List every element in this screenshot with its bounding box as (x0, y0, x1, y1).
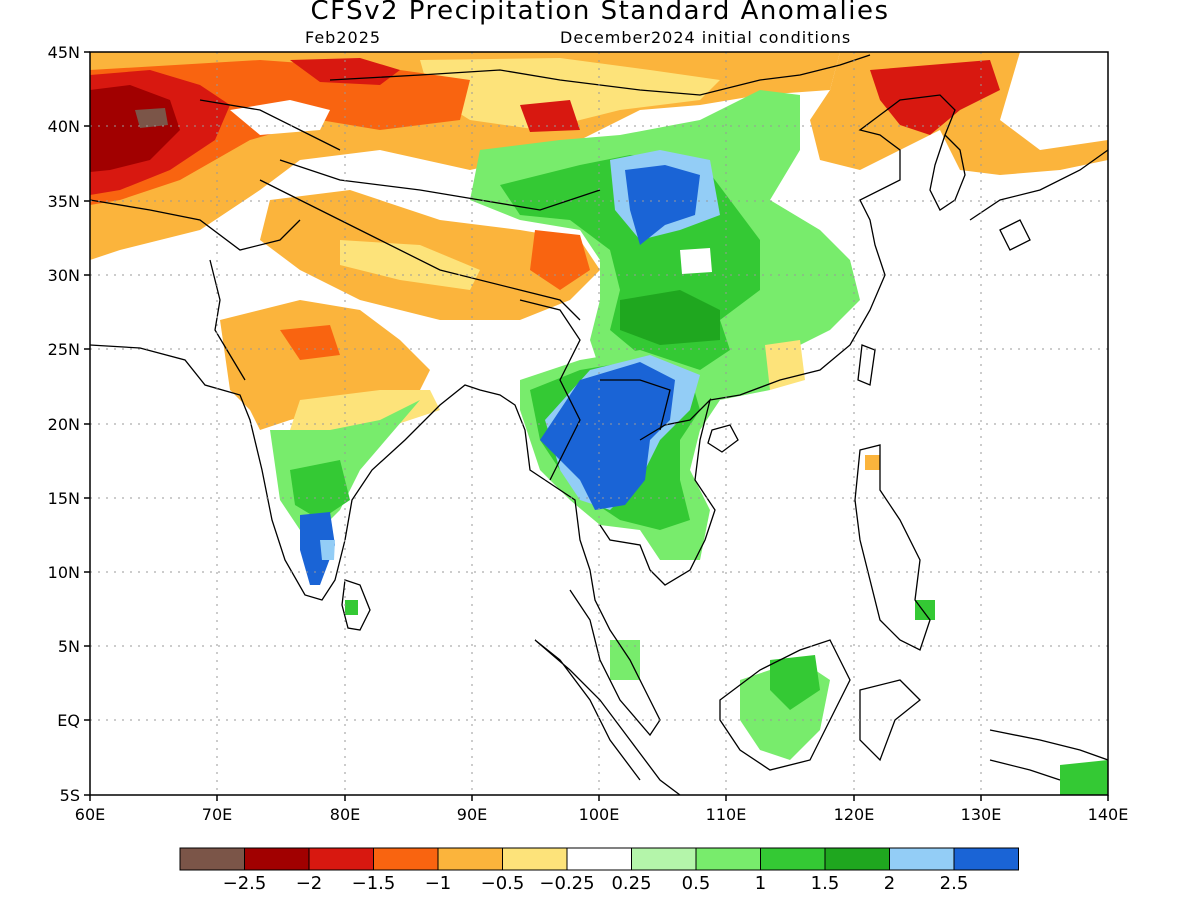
border-myanmar (519, 299, 671, 481)
coastlines (90, 54, 1108, 795)
lat-label: 30N (48, 266, 80, 285)
colorbar-swatch (824, 847, 890, 871)
anomaly-region-blue-sichuan (625, 165, 700, 245)
lat-label: EQ (57, 711, 80, 730)
border-tibet-north (279, 159, 601, 211)
coastline-india (90, 344, 546, 601)
latitude-labels: 45N 40N 35N 30N 25N 20N 15N 10N 5N EQ 5S (48, 43, 80, 805)
colorbar-label: −2 (296, 873, 323, 894)
lon-label: 70E (202, 805, 232, 824)
lat-label: 25N (48, 340, 80, 359)
coastline-sri-lanka (341, 579, 371, 631)
border-mongolia (329, 54, 871, 96)
coastline-japan (969, 149, 1108, 251)
anomaly-region-yellow-north (420, 58, 720, 130)
coastline-taiwan (857, 344, 876, 386)
anomaly-region-red-gobi (520, 100, 580, 132)
colorbar-labels: −2.5 −2 −1.5 −1 −0.5 −0.25 0.25 0.5 1 1.5 2 2.5 (223, 873, 969, 894)
coastline-vietnam (599, 397, 716, 586)
colorbar-label: 0.5 (682, 873, 711, 894)
longitude-labels: 60E 70E 80E 90E 100E 110E 120E 130E 140E (75, 805, 1129, 824)
anomaly-region-green-png (1060, 760, 1108, 795)
lat-label: 35N (48, 192, 80, 211)
colorbar-swatch (373, 847, 439, 871)
anomaly-region-white-central-china (680, 248, 712, 274)
anomaly-region-blue-south-india (300, 512, 335, 585)
coastline-borneo (719, 639, 851, 771)
coastline-indochina (544, 479, 661, 737)
anomaly-region-brown-central-asia (135, 108, 168, 128)
lat-label: 5N (58, 637, 80, 656)
lon-label: 140E (1088, 805, 1129, 824)
anomaly-region-red-india (280, 325, 340, 360)
colorbar-label: −2.5 (223, 873, 267, 894)
colorbar-label: 1 (755, 873, 766, 894)
tick-marks (84, 51, 1109, 801)
coastline-sulawesi (859, 679, 921, 762)
colorbar-label: 0.25 (611, 873, 651, 894)
coastline-new-guinea (989, 729, 1108, 781)
map-title: CFSv2 Precipitation Standard Anomalies (310, 0, 890, 26)
coastline-philippines (854, 444, 931, 651)
colorbar-label: −1.5 (352, 873, 396, 894)
coastline-hainan (707, 424, 739, 453)
anomaly-region-yellow-himalaya (340, 240, 480, 290)
colorbar-label: −0.5 (481, 873, 525, 894)
lat-label: 45N (48, 43, 80, 62)
lon-label: 90E (457, 805, 487, 824)
anomaly-region-midgreen-south-india (290, 460, 350, 520)
colorbar-swatch (889, 847, 955, 871)
colorbar-label: 2.5 (940, 873, 969, 894)
colorbar-swatch (502, 847, 568, 871)
lon-label: 60E (75, 805, 105, 824)
lon-label: 80E (330, 805, 360, 824)
colorbar-swatch (308, 847, 374, 871)
colorbar-swatch (631, 847, 697, 871)
border-central-asia (90, 99, 341, 251)
coastline-china (709, 94, 956, 401)
lat-label: 40N (48, 117, 80, 136)
colorbar-swatch (566, 847, 632, 871)
colorbar-swatch (179, 847, 245, 871)
anomaly-region-yellow-india (290, 390, 440, 440)
lon-label: 100E (579, 805, 620, 824)
anomaly-region-green-malaysia (610, 640, 640, 680)
colorbar-swatch (437, 847, 503, 871)
initial-conditions: December2024 initial conditions (560, 28, 852, 47)
colorbar-swatch (760, 847, 826, 871)
anomaly-region-darkred-central-asia (90, 85, 180, 172)
lat-label: 20N (48, 415, 80, 434)
anomaly-region-blue-indochina (540, 362, 675, 510)
colorbar-swatch (695, 847, 761, 871)
anomaly-region-green-mindanao (915, 600, 935, 620)
colorbar-label: 2 (884, 873, 895, 894)
lon-label: 130E (961, 805, 1002, 824)
coastline-korea (929, 133, 966, 211)
anomaly-region-red-tibet (530, 230, 590, 290)
lon-label: 120E (834, 805, 875, 824)
lat-label: 15N (48, 489, 80, 508)
anomaly-region-midgreen-borneo (770, 655, 820, 710)
colorbar-label: −1 (425, 873, 452, 894)
anomaly-region-yellow-southchina (765, 340, 805, 390)
colorbar-label: −0.25 (539, 873, 594, 894)
colorbar-swatch (244, 847, 310, 871)
lat-label: 5S (60, 786, 80, 805)
colorbar (179, 847, 1019, 871)
border-pakistan (209, 259, 246, 381)
gridlines (90, 52, 1108, 795)
coastline-sumatra (534, 639, 681, 795)
anomaly-region-lightblue-south-india (320, 540, 335, 560)
anomaly-region-red-northeast (870, 60, 1000, 135)
colorbar-swatch (953, 847, 1019, 871)
colorbar-label: 1.5 (811, 873, 840, 894)
lon-label: 110E (706, 805, 747, 824)
anomaly-region-yellow-luzon (865, 455, 880, 470)
lat-label: 10N (48, 563, 80, 582)
anomaly-region-darkgreen-china (620, 290, 720, 345)
forecast-month: Feb2025 (305, 28, 382, 47)
border-himalaya (259, 179, 581, 321)
anomaly-region-green-sri-lanka (345, 600, 358, 615)
